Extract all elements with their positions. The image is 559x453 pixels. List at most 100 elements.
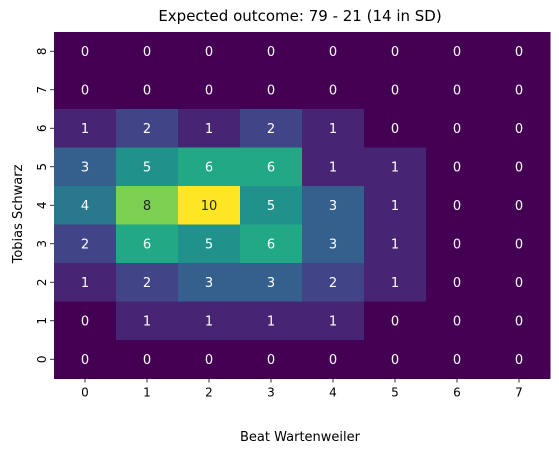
cell-value-label: 0 (453, 199, 461, 214)
y-tick-label: 3 (35, 240, 49, 248)
heatmap-cell (488, 301, 551, 341)
heatmap-cell (178, 32, 241, 71)
heatmap-cell (240, 109, 303, 148)
heatmap-cell (240, 224, 303, 264)
cell-value-label: 0 (453, 314, 461, 329)
y-tick-label: 8 (35, 47, 49, 55)
y-tick-label: 2 (35, 278, 49, 286)
heatmap-cell (178, 301, 241, 341)
heatmap-cell (54, 340, 117, 379)
cell-value-label: 0 (515, 353, 523, 368)
cell-value-label: 0 (515, 237, 523, 252)
heatmap-cell (488, 70, 551, 110)
heatmap-cell (488, 32, 551, 71)
cell-value-label: 2 (267, 122, 275, 137)
cell-value-label: 5 (267, 199, 275, 214)
cell-value-label: 0 (81, 314, 89, 329)
heatmap-cell (240, 70, 303, 110)
cell-value-label: 0 (515, 45, 523, 60)
cell-value-label: 0 (329, 353, 337, 368)
heatmap-cell (116, 109, 179, 148)
heatmap-cell (54, 70, 117, 110)
heatmap-cell (302, 224, 365, 264)
cell-value-label: 3 (81, 160, 89, 175)
cell-value-label: 1 (329, 122, 337, 137)
cell-value-label: 6 (267, 237, 275, 252)
chart-title: Expected outcome: 79 - 21 (14 in SD) (158, 7, 441, 25)
cell-value-label: 3 (329, 237, 337, 252)
x-axis-label: Beat Wartenweiler (240, 430, 361, 445)
cell-value-label: 6 (205, 160, 213, 175)
x-tick-label: 7 (515, 386, 523, 400)
heatmap-cell (116, 147, 179, 187)
cell-value-label: 1 (391, 199, 399, 214)
heatmap-cell (54, 263, 117, 302)
heatmap-cell (426, 224, 489, 264)
y-tick-label: 1 (35, 317, 49, 325)
heatmap-cell (116, 186, 179, 225)
heatmap-cell (364, 224, 427, 264)
heatmap-cell (240, 301, 303, 341)
cell-value-label: 0 (453, 276, 461, 291)
heatmap-cell (488, 340, 551, 379)
heatmap-cell (426, 32, 489, 71)
heatmap-cell (302, 70, 365, 110)
cell-value-label: 4 (81, 199, 89, 214)
heatmap-cell (426, 109, 489, 148)
cell-value-label: 6 (267, 160, 275, 175)
cell-value-label: 1 (267, 314, 275, 329)
cell-value-label: 2 (329, 276, 337, 291)
cell-value-label: 0 (205, 353, 213, 368)
cell-value-label: 3 (267, 276, 275, 291)
cell-value-label: 0 (81, 45, 89, 60)
cell-value-label: 0 (515, 314, 523, 329)
heatmap-cell (116, 301, 179, 341)
cell-value-label: 0 (205, 45, 213, 60)
cell-value-label: 1 (391, 160, 399, 175)
cell-value-label: 2 (81, 237, 89, 252)
cell-value-label: 1 (205, 314, 213, 329)
cell-value-label: 0 (391, 45, 399, 60)
heatmap-cell (426, 263, 489, 302)
heatmap-cell (302, 340, 365, 379)
x-tick-label: 1 (143, 386, 151, 400)
heatmap-cell (426, 301, 489, 341)
heatmap-cell (116, 263, 179, 302)
heatmap-cell (364, 147, 427, 187)
heatmap-cell (488, 147, 551, 187)
cell-value-label: 1 (205, 122, 213, 137)
heatmap-cell (178, 109, 241, 148)
heatmap-cell (54, 186, 117, 225)
cell-value-label: 0 (515, 276, 523, 291)
cell-value-label: 1 (329, 314, 337, 329)
heatmap-cell (364, 70, 427, 110)
cell-value-label: 0 (143, 353, 151, 368)
y-tick-label: 7 (35, 86, 49, 94)
cell-value-label: 0 (391, 314, 399, 329)
cell-value-label: 0 (267, 83, 275, 98)
heatmap-cell (54, 109, 117, 148)
heatmap-cell (302, 263, 365, 302)
cell-value-label: 1 (143, 314, 151, 329)
heatmap-cell (54, 32, 117, 71)
heatmap-cell (54, 301, 117, 341)
x-tick-label: 2 (205, 386, 213, 400)
cell-value-label: 6 (143, 237, 151, 252)
cell-value-label: 2 (143, 276, 151, 291)
heatmap-cell (364, 301, 427, 341)
y-tick-label: 5 (35, 163, 49, 171)
heatmap-cell (178, 186, 241, 225)
cell-value-label: 5 (205, 237, 213, 252)
cell-value-label: 0 (143, 83, 151, 98)
cell-value-label: 1 (391, 276, 399, 291)
cell-value-label: 0 (515, 160, 523, 175)
heatmap-cell (364, 340, 427, 379)
y-tick-label: 6 (35, 124, 49, 132)
y-axis-ticks: 8 7 6 5 4 3 2 1 0 (35, 47, 54, 363)
heatmap-cell (426, 70, 489, 110)
heatmap-cell (240, 32, 303, 71)
cell-value-label: 0 (143, 45, 151, 60)
heatmap-cell (116, 340, 179, 379)
cell-value-label: 3 (329, 199, 337, 214)
